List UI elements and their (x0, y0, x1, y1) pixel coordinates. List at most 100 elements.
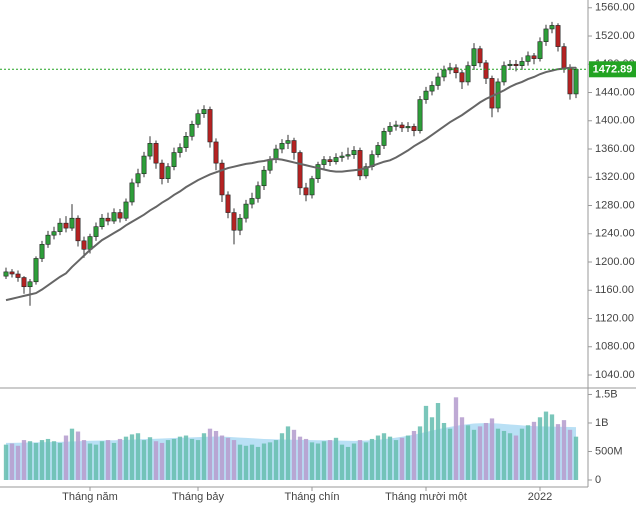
volume-bar (351, 443, 357, 480)
volume-bar (291, 429, 297, 480)
y-tick-label: 1080.00 (595, 341, 635, 353)
y-tick-label: 1120.00 (595, 312, 634, 324)
candle-body (441, 69, 447, 78)
volume-tick-label: 1.5B (595, 388, 618, 400)
candle-body (63, 222, 69, 229)
volume-bar (171, 438, 177, 480)
volume-bar (129, 434, 135, 480)
candle-body (399, 124, 405, 129)
y-tick-label: 1320.00 (595, 171, 635, 183)
axes: 1040.00 1080.00 1120.00 1160.00 1200.00 1240.… (62, 2, 636, 503)
last-price-label: 1472.89 (593, 64, 633, 76)
candle-body (393, 124, 399, 127)
volume-bar (303, 438, 309, 480)
candle-body (9, 271, 15, 275)
volume-bar (75, 431, 81, 480)
x-tick-label: Tháng chín (284, 491, 339, 503)
volume-bar (87, 443, 93, 480)
candle-body (513, 63, 519, 66)
volume-bar (471, 429, 477, 480)
volume-bar (561, 420, 567, 480)
candle-body (255, 185, 261, 199)
candle-body (111, 212, 117, 222)
volume-bar (249, 444, 255, 480)
volume-bar (207, 428, 213, 480)
y-tick-label: 1560.00 (595, 2, 635, 14)
volume-bar (63, 435, 69, 480)
volume-bar (279, 433, 285, 480)
volume-tick-label: 0 (595, 474, 601, 486)
volume-bar (573, 436, 579, 480)
volume-bar (135, 433, 141, 480)
volume-bar (81, 440, 87, 480)
volume-bar (417, 426, 423, 480)
candle-body (387, 126, 393, 132)
volume-bar (339, 444, 345, 480)
volume-bar (525, 425, 531, 480)
candle-body (519, 61, 525, 66)
volume-bar (219, 435, 225, 480)
volume-bar (99, 441, 105, 480)
volume-bar (33, 442, 39, 480)
candle-body (51, 231, 57, 236)
candle-body (543, 28, 549, 42)
y-tick-label: 1360.00 (595, 143, 635, 155)
candle-body (39, 244, 45, 259)
volume-bar (549, 414, 555, 480)
volume-bar (531, 421, 537, 480)
volume-bar (159, 442, 165, 480)
candle-body (531, 55, 537, 59)
candle-body (189, 123, 195, 137)
volume-bar (21, 440, 27, 480)
volume-bar (381, 433, 387, 480)
candle-body (237, 217, 243, 231)
x-tick-label: Tháng năm (62, 491, 118, 503)
volume-bar (93, 444, 99, 480)
candle-body (555, 25, 561, 47)
volume-bar (261, 443, 267, 480)
candle-body (405, 126, 411, 129)
candle-body (453, 67, 459, 74)
volume-bar (285, 426, 291, 480)
volume-bar (39, 440, 45, 480)
volume-bar (357, 440, 363, 480)
candle-body (87, 236, 93, 250)
candle-body (339, 155, 345, 158)
candle-body (309, 178, 315, 196)
volume-bar (243, 445, 249, 480)
candle-body (15, 273, 21, 278)
candle-body (75, 217, 81, 242)
candle-body (93, 226, 99, 237)
volume-tick-label: 1B (595, 417, 608, 429)
candle-body (537, 41, 543, 59)
candle-body (429, 85, 435, 92)
candle-body (435, 76, 441, 86)
candle-body (99, 217, 105, 227)
candle-body (357, 150, 363, 177)
volume-bar (555, 424, 561, 480)
volume-bar (387, 436, 393, 480)
candle-body (195, 113, 201, 125)
candle-body (201, 109, 207, 114)
x-tick-label: Tháng mười một (385, 491, 467, 503)
x-tick-label: Tháng bảy (172, 491, 224, 503)
y-tick-label: 1040.00 (595, 369, 635, 381)
candle-body (291, 140, 297, 153)
volume-bar (477, 426, 483, 480)
candle-body (231, 212, 237, 231)
candle-body (459, 72, 465, 83)
candle-body (183, 135, 189, 148)
candle-body (105, 217, 111, 222)
candle-body (327, 159, 333, 163)
volume-bar (237, 444, 243, 480)
candle-body (81, 240, 87, 250)
candle-body (117, 212, 123, 219)
volume-bar (255, 446, 261, 480)
candle-body (165, 166, 171, 179)
volume-bar (345, 446, 351, 480)
candle-body (471, 48, 477, 66)
candle-body (225, 194, 231, 213)
volume-bar (309, 442, 315, 480)
candle-body (159, 162, 165, 179)
